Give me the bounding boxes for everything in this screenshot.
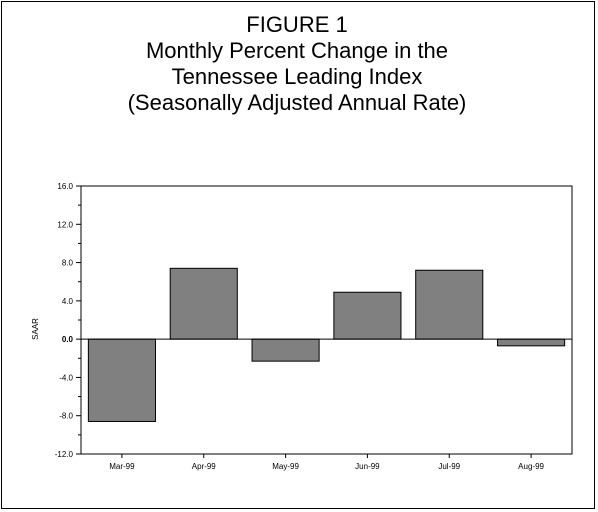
x-tick-label: Mar-99 bbox=[109, 462, 135, 471]
bar bbox=[169, 267, 238, 340]
y-tick-label: 8.0 bbox=[62, 259, 74, 268]
title-line-4: (Seasonally Adjusted Annual Rate) bbox=[127, 90, 467, 115]
axes-group: 16.0 12.0 8.0 4.0 0.0 -4.0 -8.0 -12.0 Mar-99 Apr-… bbox=[55, 182, 573, 471]
x-tick-label: Jun-99 bbox=[355, 462, 380, 471]
title-line-2: Monthly Percent Change in the bbox=[145, 38, 449, 63]
bar bbox=[251, 338, 320, 362]
x-tick-label: May-99 bbox=[272, 462, 299, 471]
y-tick-label: 12.0 bbox=[57, 220, 73, 229]
bar bbox=[415, 269, 484, 340]
x-tick-label: Apr-99 bbox=[192, 462, 217, 471]
chart-title: FIGURE 1 Monthly Percent Change in the T… bbox=[0, 12, 594, 116]
y-axis-label: SAAR bbox=[31, 318, 40, 340]
y-tick-label: -4.0 bbox=[59, 373, 73, 382]
y-tick-label: -12.0 bbox=[55, 450, 74, 459]
title-line-3: Tennessee Leading Index bbox=[171, 64, 423, 89]
bar bbox=[497, 338, 566, 347]
y-tick-label: 0.0 bbox=[62, 335, 74, 344]
x-tick-label: Jul-99 bbox=[438, 462, 460, 471]
y-tick-label: 16.0 bbox=[57, 182, 73, 191]
title-line-1: FIGURE 1 bbox=[246, 12, 348, 37]
x-tick-label: Aug-99 bbox=[518, 462, 544, 471]
bar bbox=[87, 338, 156, 422]
y-tick-label: -8.0 bbox=[59, 412, 73, 421]
bars-group bbox=[87, 267, 566, 422]
bar bbox=[333, 291, 402, 340]
y-tick-label: 4.0 bbox=[62, 297, 74, 306]
